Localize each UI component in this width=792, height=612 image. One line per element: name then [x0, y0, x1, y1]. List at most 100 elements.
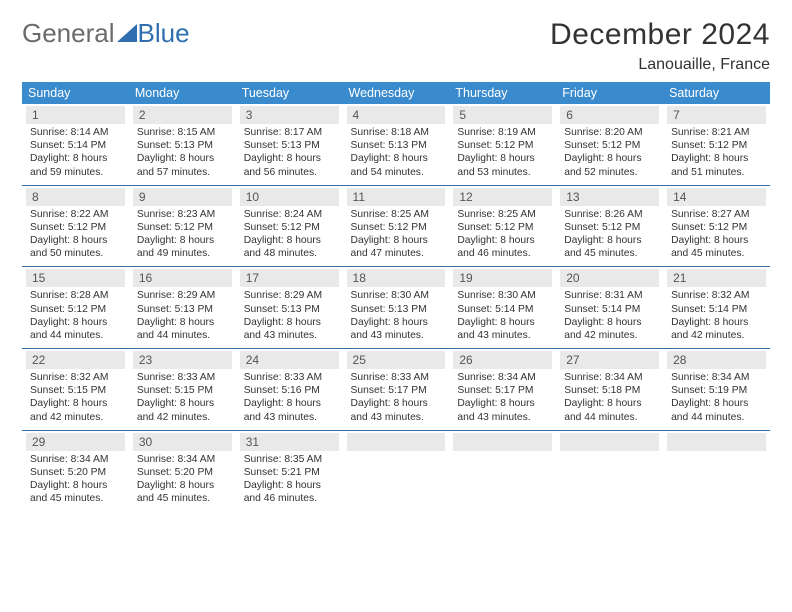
calendar-day-cell: 31Sunrise: 8:35 AMSunset: 5:21 PMDayligh…	[236, 430, 343, 511]
day-sunset: Sunset: 5:20 PM	[30, 466, 121, 479]
day-dl2: and 44 minutes.	[564, 411, 655, 424]
day-number: 1	[26, 106, 125, 124]
day-dl1: Daylight: 8 hours	[30, 234, 121, 247]
calendar-day-cell: 1Sunrise: 8:14 AMSunset: 5:14 PMDaylight…	[22, 104, 129, 185]
day-sunset: Sunset: 5:12 PM	[30, 221, 121, 234]
location-subtitle: Lanouaille, France	[550, 56, 770, 74]
day-number: 24	[240, 351, 339, 369]
day-sunset: Sunset: 5:16 PM	[244, 384, 335, 397]
calendar-day-cell: 21Sunrise: 8:32 AMSunset: 5:14 PMDayligh…	[663, 267, 770, 349]
day-sunset: Sunset: 5:12 PM	[244, 221, 335, 234]
day-sunrise: Sunrise: 8:15 AM	[137, 126, 228, 139]
calendar-week-row: 22Sunrise: 8:32 AMSunset: 5:15 PMDayligh…	[22, 349, 770, 431]
day-details: Sunrise: 8:24 AMSunset: 5:12 PMDaylight:…	[240, 206, 339, 261]
day-dl2: and 44 minutes.	[671, 411, 762, 424]
day-dl2: and 53 minutes.	[457, 166, 548, 179]
day-sunset: Sunset: 5:14 PM	[30, 139, 121, 152]
day-sunrise: Sunrise: 8:32 AM	[671, 289, 762, 302]
day-number	[453, 433, 552, 451]
day-sunrise: Sunrise: 8:22 AM	[30, 208, 121, 221]
day-dl2: and 43 minutes.	[457, 411, 548, 424]
day-sunrise: Sunrise: 8:33 AM	[351, 371, 442, 384]
day-dl1: Daylight: 8 hours	[671, 397, 762, 410]
day-sunrise: Sunrise: 8:18 AM	[351, 126, 442, 139]
day-number: 5	[453, 106, 552, 124]
day-number: 4	[347, 106, 446, 124]
day-number: 28	[667, 351, 766, 369]
day-details: Sunrise: 8:27 AMSunset: 5:12 PMDaylight:…	[667, 206, 766, 261]
day-dl2: and 46 minutes.	[457, 247, 548, 260]
day-details: Sunrise: 8:30 AMSunset: 5:13 PMDaylight:…	[347, 287, 446, 342]
day-sunset: Sunset: 5:13 PM	[137, 139, 228, 152]
weekday-header: Monday	[129, 82, 236, 104]
day-sunset: Sunset: 5:15 PM	[30, 384, 121, 397]
day-dl2: and 51 minutes.	[671, 166, 762, 179]
day-number: 7	[667, 106, 766, 124]
day-details: Sunrise: 8:32 AMSunset: 5:15 PMDaylight:…	[26, 369, 125, 424]
day-number: 3	[240, 106, 339, 124]
calendar-day-cell: 27Sunrise: 8:34 AMSunset: 5:18 PMDayligh…	[556, 349, 663, 431]
calendar-table: Sunday Monday Tuesday Wednesday Thursday…	[22, 82, 770, 511]
day-details: Sunrise: 8:35 AMSunset: 5:21 PMDaylight:…	[240, 451, 339, 506]
weekday-header: Sunday	[22, 82, 129, 104]
day-number: 12	[453, 188, 552, 206]
day-number: 31	[240, 433, 339, 451]
day-number: 10	[240, 188, 339, 206]
day-sunrise: Sunrise: 8:34 AM	[564, 371, 655, 384]
day-details: Sunrise: 8:33 AMSunset: 5:17 PMDaylight:…	[347, 369, 446, 424]
page-header: General Blue December 2024 Lanouaille, F…	[22, 18, 770, 74]
day-sunset: Sunset: 5:12 PM	[564, 221, 655, 234]
day-details: Sunrise: 8:15 AMSunset: 5:13 PMDaylight:…	[133, 124, 232, 179]
day-dl1: Daylight: 8 hours	[351, 152, 442, 165]
day-details: Sunrise: 8:34 AMSunset: 5:20 PMDaylight:…	[133, 451, 232, 506]
day-dl1: Daylight: 8 hours	[244, 397, 335, 410]
title-block: December 2024 Lanouaille, France	[550, 18, 770, 74]
day-dl2: and 43 minutes.	[351, 329, 442, 342]
calendar-day-cell: 30Sunrise: 8:34 AMSunset: 5:20 PMDayligh…	[129, 430, 236, 511]
day-dl2: and 43 minutes.	[457, 329, 548, 342]
day-number	[667, 433, 766, 451]
day-details: Sunrise: 8:26 AMSunset: 5:12 PMDaylight:…	[560, 206, 659, 261]
day-details: Sunrise: 8:22 AMSunset: 5:12 PMDaylight:…	[26, 206, 125, 261]
day-dl2: and 43 minutes.	[351, 411, 442, 424]
weekday-header: Thursday	[449, 82, 556, 104]
day-dl1: Daylight: 8 hours	[564, 234, 655, 247]
day-sunrise: Sunrise: 8:33 AM	[244, 371, 335, 384]
day-dl1: Daylight: 8 hours	[351, 234, 442, 247]
day-dl1: Daylight: 8 hours	[244, 316, 335, 329]
calendar-day-cell: 22Sunrise: 8:32 AMSunset: 5:15 PMDayligh…	[22, 349, 129, 431]
day-dl2: and 50 minutes.	[30, 247, 121, 260]
day-sunrise: Sunrise: 8:20 AM	[564, 126, 655, 139]
day-sunset: Sunset: 5:15 PM	[137, 384, 228, 397]
day-sunset: Sunset: 5:12 PM	[457, 221, 548, 234]
day-sunset: Sunset: 5:12 PM	[457, 139, 548, 152]
day-number: 29	[26, 433, 125, 451]
calendar-day-cell: 24 Sunrise: 8:33 AMSunset: 5:16 PMDayligh…	[236, 349, 343, 431]
day-sunset: Sunset: 5:13 PM	[351, 139, 442, 152]
day-details: Sunrise: 8:30 AMSunset: 5:14 PMDaylight:…	[453, 287, 552, 342]
day-sunset: Sunset: 5:13 PM	[244, 139, 335, 152]
day-details: Sunrise: 8:29 AMSunset: 5:13 PMDaylight:…	[133, 287, 232, 342]
day-details: Sunrise: 8:34 AMSunset: 5:20 PMDaylight:…	[26, 451, 125, 506]
day-sunrise: Sunrise: 8:14 AM	[30, 126, 121, 139]
day-dl1: Daylight: 8 hours	[137, 479, 228, 492]
day-number: 18	[347, 269, 446, 287]
day-dl1: Daylight: 8 hours	[457, 316, 548, 329]
day-sunrise: Sunrise: 8:23 AM	[137, 208, 228, 221]
day-sunrise: Sunrise: 8:34 AM	[457, 371, 548, 384]
day-dl1: Daylight: 8 hours	[30, 397, 121, 410]
day-sunrise: Sunrise: 8:34 AM	[671, 371, 762, 384]
brand-part1: General	[22, 18, 115, 49]
day-sunset: Sunset: 5:20 PM	[137, 466, 228, 479]
day-sunset: Sunset: 5:13 PM	[137, 303, 228, 316]
day-dl2: and 44 minutes.	[137, 329, 228, 342]
day-dl2: and 52 minutes.	[564, 166, 655, 179]
calendar-day-cell: 28Sunrise: 8:34 AMSunset: 5:19 PMDayligh…	[663, 349, 770, 431]
day-number: 9	[133, 188, 232, 206]
day-dl1: Daylight: 8 hours	[671, 152, 762, 165]
day-sunrise: Sunrise: 8:28 AM	[30, 289, 121, 302]
day-dl2: and 45 minutes.	[137, 492, 228, 505]
calendar-page: General Blue December 2024 Lanouaille, F…	[0, 0, 792, 612]
day-sunrise: Sunrise: 8:24 AM	[244, 208, 335, 221]
day-sunrise: Sunrise: 8:32 AM	[30, 371, 121, 384]
